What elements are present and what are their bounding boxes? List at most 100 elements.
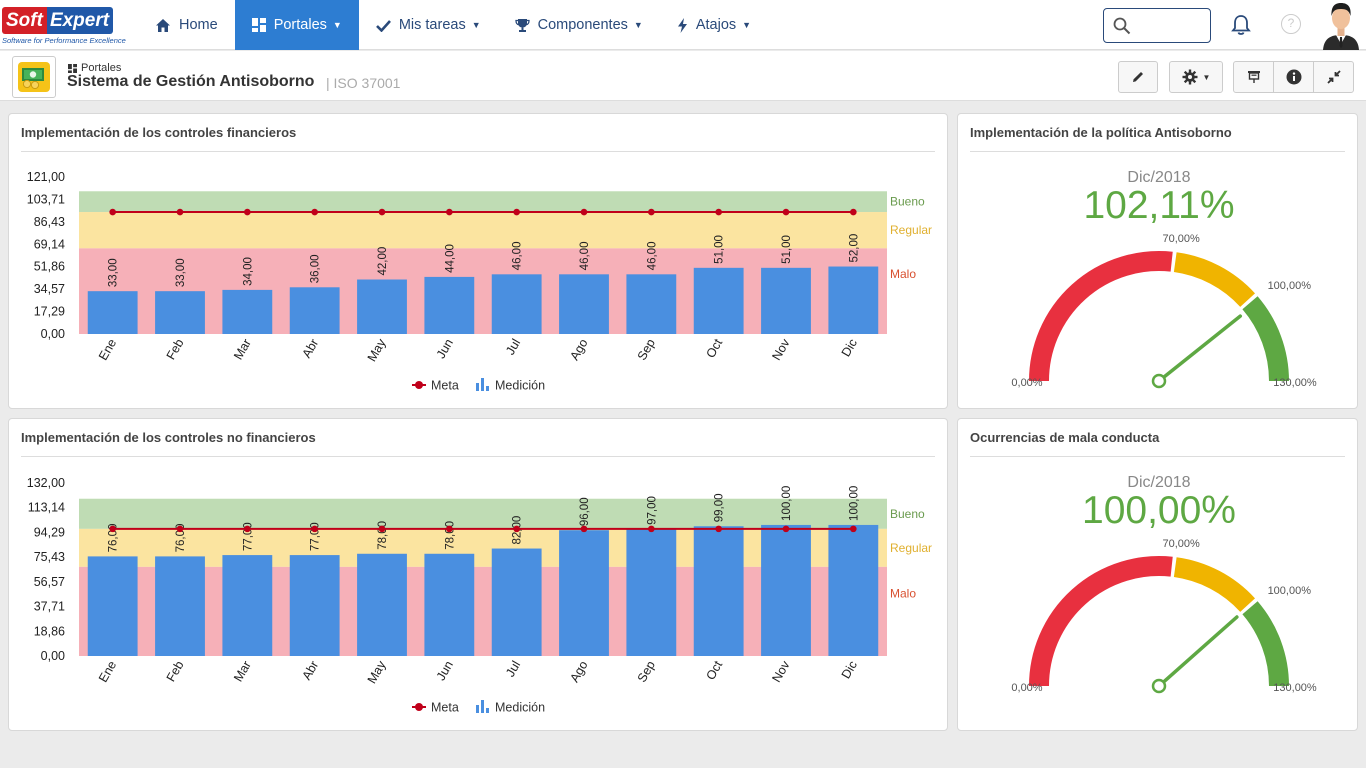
x-tick-label: Feb bbox=[164, 658, 187, 684]
nav-portales[interactable]: Portales ▼ bbox=[234, 0, 359, 50]
legend-medicion-icon bbox=[476, 383, 479, 391]
band-label: Malo bbox=[890, 587, 916, 601]
gauge-max-label: 130,00% bbox=[1273, 377, 1317, 389]
legend-medicion-icon bbox=[481, 700, 484, 713]
x-tick-label: Feb bbox=[164, 336, 187, 362]
x-tick-label: Oct bbox=[703, 658, 725, 682]
bar-medicion bbox=[289, 555, 340, 656]
panel-controles-financieros: Implementación de los controles financie… bbox=[8, 113, 948, 409]
breadcrumb[interactable]: Portales bbox=[68, 62, 121, 74]
gauge-threshold-label: 70,00% bbox=[1162, 233, 1200, 245]
help-icon[interactable]: ? bbox=[1281, 14, 1301, 34]
meta-point bbox=[782, 208, 790, 216]
bar-medicion bbox=[357, 553, 407, 656]
bar-medicion bbox=[693, 267, 744, 334]
lightning-icon bbox=[677, 17, 688, 33]
edit-button[interactable] bbox=[1118, 61, 1158, 93]
chevron-down-icon: ▼ bbox=[332, 20, 342, 30]
top-navbar: Soft Expert Software for Performance Exc… bbox=[0, 0, 1366, 50]
bar-chart-no-financieros: Bueno Regular Malo 0,00 18,86 37,71 56,57 75,43… bbox=[27, 476, 932, 715]
info-button[interactable] bbox=[1273, 61, 1314, 93]
x-tick-label: Ene bbox=[96, 658, 119, 684]
y-tick-label: 34,57 bbox=[34, 282, 65, 296]
bar-value-label: 46,00 bbox=[579, 242, 591, 271]
portal-grid-icon bbox=[251, 18, 266, 32]
bar-medicion bbox=[222, 555, 273, 656]
x-tick-label: Jun bbox=[434, 658, 456, 682]
bar-medicion bbox=[289, 287, 340, 334]
gauge-period: Dic/2018 bbox=[1127, 474, 1190, 491]
panel-title: Implementación de los controles no finan… bbox=[21, 430, 316, 445]
gauge-red-segment bbox=[1029, 556, 1173, 687]
y-tick-label: 17,29 bbox=[34, 305, 65, 319]
presentation-icon bbox=[1247, 71, 1260, 83]
bar-medicion bbox=[87, 556, 138, 656]
meta-point bbox=[311, 208, 318, 216]
settings-dropdown-button[interactable]: ▼ bbox=[1169, 61, 1223, 93]
legend-medicion-icon bbox=[476, 705, 479, 713]
bar-medicion bbox=[559, 530, 609, 656]
gauge-min-label: 0,00% bbox=[1011, 377, 1042, 389]
gauge-period: Dic/2018 bbox=[1127, 169, 1190, 186]
gauge-green-segment bbox=[1242, 296, 1289, 382]
y-tick-label: 121,00 bbox=[27, 170, 65, 184]
nav-mis-tareas[interactable]: Mis tareas ▼ bbox=[359, 0, 498, 50]
nav-componentes[interactable]: Componentes ▼ bbox=[498, 0, 660, 50]
avatar[interactable] bbox=[1321, 0, 1361, 50]
y-tick-label: 113,14 bbox=[28, 501, 65, 515]
nav-portales-label: Portales bbox=[273, 17, 327, 33]
logo-expert-text: Expert bbox=[46, 7, 114, 34]
x-tick-label: Sep bbox=[635, 658, 658, 684]
nav-atajos[interactable]: Atajos ▼ bbox=[660, 0, 768, 50]
bar-value-label: 78,00 bbox=[444, 521, 456, 550]
gauge-threshold-label: 70,00% bbox=[1162, 538, 1200, 550]
gear-icon bbox=[1182, 69, 1198, 85]
y-tick-label: 56,57 bbox=[34, 575, 65, 589]
gauge-threshold-label: 100,00% bbox=[1268, 585, 1312, 597]
meta-point bbox=[311, 525, 318, 533]
panel-title: Implementación de la política Antisoborn… bbox=[970, 125, 1232, 140]
home-icon bbox=[155, 18, 171, 33]
legend-medicion-icon bbox=[486, 386, 489, 391]
x-tick-label: Nov bbox=[769, 658, 793, 685]
bar-medicion bbox=[626, 274, 677, 334]
gauge-green-segment bbox=[1242, 601, 1289, 687]
x-tick-label: Jul bbox=[503, 659, 523, 680]
x-tick-label: Mar bbox=[231, 659, 254, 685]
panel-mala-conducta: Ocurrencias de mala conducta Dic/2018 100… bbox=[957, 418, 1358, 731]
bar-medicion bbox=[828, 266, 879, 334]
collapse-button[interactable] bbox=[1313, 61, 1354, 93]
gauge-pivot bbox=[1151, 678, 1167, 694]
panel-title: Implementación de los controles financie… bbox=[21, 125, 297, 140]
bar-value-label: 100,00 bbox=[848, 486, 860, 521]
gauge-max-label: 130,00% bbox=[1273, 682, 1317, 694]
presentation-button[interactable] bbox=[1233, 61, 1274, 93]
x-tick-label: Jun bbox=[434, 336, 456, 360]
bar-medicion bbox=[424, 276, 475, 334]
y-tick-label: 132,00 bbox=[27, 476, 65, 490]
band-label: Regular bbox=[890, 541, 932, 555]
search-input[interactable] bbox=[1103, 8, 1211, 43]
bar-value-label: 96,00 bbox=[579, 497, 591, 526]
chevron-down-icon: ▼ bbox=[1202, 72, 1211, 82]
compress-icon bbox=[1326, 70, 1341, 84]
bar-medicion bbox=[761, 524, 811, 656]
portal-grid-icon bbox=[68, 63, 77, 73]
bar-value-label: 42,00 bbox=[377, 247, 389, 276]
x-tick-label: Ago bbox=[567, 658, 590, 684]
meta-point bbox=[648, 525, 655, 533]
nav-home[interactable]: Home bbox=[138, 0, 235, 50]
gauge-yellow-segment bbox=[1173, 557, 1256, 613]
gauge-value: 102,11% bbox=[1083, 184, 1234, 227]
x-tick-label: Oct bbox=[703, 336, 725, 360]
x-tick-label: Mar bbox=[231, 337, 254, 363]
legend-medicion-icon bbox=[486, 708, 489, 713]
bar-value-label: 34,00 bbox=[242, 257, 254, 286]
bar-value-label: 46,00 bbox=[646, 242, 658, 271]
x-tick-label: Abr bbox=[299, 337, 321, 361]
softexpert-logo[interactable]: Soft Expert Software for Performance Exc… bbox=[2, 7, 130, 47]
bell-icon[interactable] bbox=[1231, 14, 1251, 41]
page-title: Sistema de Gestión Antisoborno bbox=[67, 73, 315, 90]
meta-point bbox=[244, 208, 251, 216]
